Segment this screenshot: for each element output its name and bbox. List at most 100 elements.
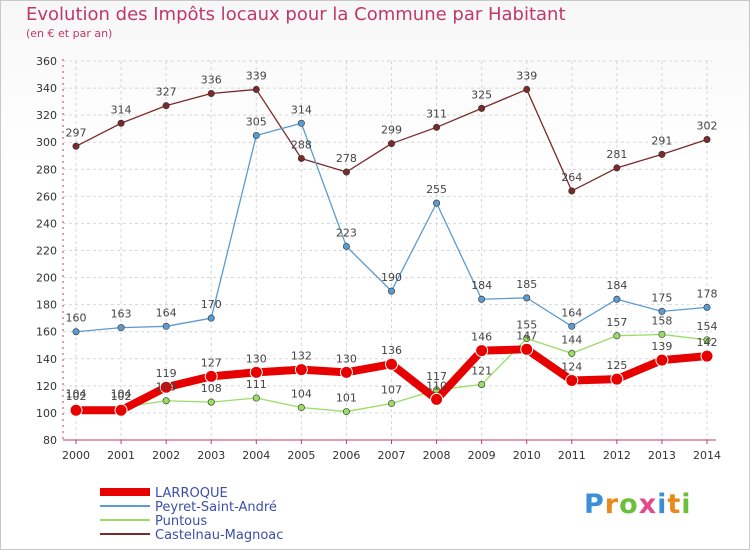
data-label: 155 [516, 318, 537, 331]
data-label: 102 [111, 390, 132, 403]
data-point [523, 334, 531, 342]
data-label: 104 [66, 388, 87, 401]
tick-labels: 80 100 120 140 160 180 200 220 240 260 280 300 320 34… [36, 55, 721, 462]
data-point [342, 242, 350, 250]
data-point [207, 398, 215, 406]
data-label: 325 [471, 88, 492, 101]
data-point [297, 119, 305, 127]
data-point [478, 295, 486, 303]
data-label: 127 [201, 356, 222, 369]
y-tick-label: 140 [36, 353, 57, 366]
data-label: 223 [336, 226, 357, 239]
data-label: 184 [471, 279, 492, 292]
data-label: 299 [381, 124, 402, 137]
y-tick-label: 360 [36, 55, 57, 68]
data-label: 314 [111, 103, 132, 116]
data-point [387, 287, 395, 295]
data-label: 125 [606, 359, 627, 372]
x-tick-label: 2001 [107, 449, 135, 462]
data-point [523, 85, 531, 93]
y-tick-label: 340 [36, 82, 57, 95]
x-tick-label: 2008 [423, 449, 451, 462]
data-point [114, 403, 128, 417]
data-point [565, 373, 579, 387]
y-tick-label: 180 [36, 299, 57, 312]
x-tick-label: 2013 [648, 449, 676, 462]
x-tick-label: 2003 [197, 449, 225, 462]
data-point [703, 336, 711, 344]
data-label: 336 [201, 73, 222, 86]
data-label: 119 [156, 367, 177, 380]
y-tick-label: 160 [36, 326, 57, 339]
axes [62, 59, 716, 444]
data-point [523, 294, 531, 302]
data-label: 107 [381, 383, 402, 396]
data-label: 136 [381, 344, 402, 357]
logo-letter: i [681, 489, 692, 520]
x-tick-label: 2007 [378, 449, 406, 462]
x-tick-label: 2009 [468, 449, 496, 462]
data-point [207, 314, 215, 322]
y-tick-label: 280 [36, 163, 57, 176]
y-tick-label: 200 [36, 272, 57, 285]
data-point [252, 131, 260, 139]
data-point [478, 104, 486, 112]
data-point [700, 349, 714, 363]
data-label: 109 [156, 381, 177, 394]
logo-letter: t [667, 489, 682, 520]
x-tick-label: 2002 [152, 449, 180, 462]
data-label: 163 [111, 308, 132, 321]
y-tick-label: 240 [36, 217, 57, 230]
data-point [613, 164, 621, 172]
x-tick-label: 2010 [513, 449, 541, 462]
data-point [655, 353, 669, 367]
data-point [162, 102, 170, 110]
data-point [72, 328, 80, 336]
data-label: 111 [246, 378, 267, 391]
data-point [339, 365, 353, 379]
data-label: 158 [651, 314, 672, 327]
data-point [69, 403, 83, 417]
data-label: 147 [516, 329, 537, 342]
data-point [207, 89, 215, 97]
data-point [387, 399, 395, 407]
data-point [430, 392, 444, 406]
data-label: 297 [66, 126, 87, 139]
data-label: 142 [697, 336, 718, 349]
data-point [252, 85, 260, 93]
data-point [385, 357, 398, 371]
data-label: 144 [561, 333, 582, 346]
data-label: 130 [336, 352, 357, 365]
logo-letter: r [604, 489, 620, 520]
y-tick-label: 100 [36, 407, 57, 420]
data-label: 264 [561, 171, 582, 184]
data-point [117, 119, 125, 127]
y-tick-label: 300 [36, 136, 57, 149]
data-point [342, 168, 350, 176]
y-tick-label: 220 [36, 245, 57, 258]
proxiti-logo: Proxiti [584, 489, 692, 520]
data-point [658, 307, 666, 315]
data-point [568, 349, 576, 357]
data-point [159, 380, 173, 394]
y-tick-label: 120 [36, 380, 57, 393]
data-label: 101 [336, 392, 357, 405]
data-label: 164 [561, 306, 582, 319]
data-label: 121 [471, 365, 492, 378]
data-point [342, 408, 350, 416]
data-point [117, 324, 125, 332]
data-label: 302 [697, 120, 718, 133]
data-point [294, 363, 308, 377]
data-label: 139 [651, 340, 672, 353]
data-point [252, 394, 260, 402]
data-point [658, 150, 666, 158]
data-point [162, 322, 170, 330]
data-point [703, 303, 711, 311]
data-label: 281 [606, 148, 627, 161]
data-label: 170 [201, 298, 222, 311]
y-tick-label: 80 [43, 434, 57, 447]
data-label: 130 [246, 352, 267, 365]
data-point [658, 330, 666, 338]
data-label: 184 [606, 279, 627, 292]
